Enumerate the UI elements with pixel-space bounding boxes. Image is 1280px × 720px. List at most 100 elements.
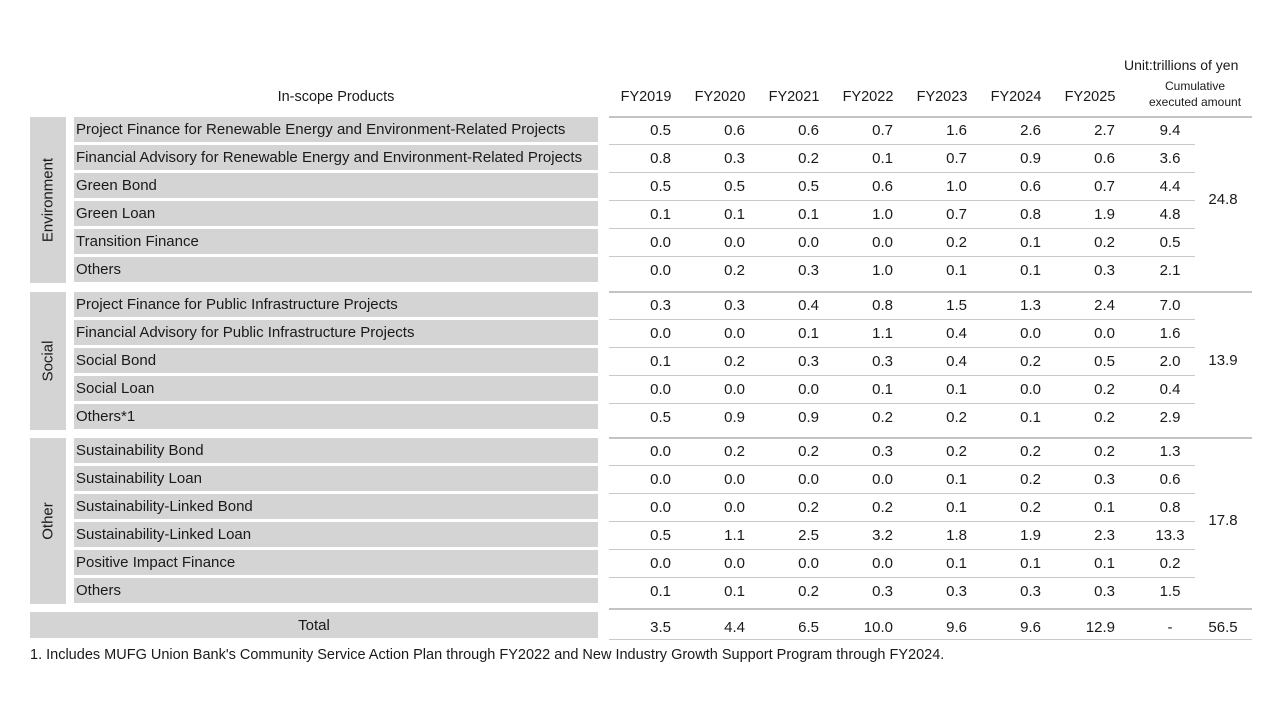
total-value-cell: 4.4	[724, 619, 745, 636]
row-divider	[609, 465, 1195, 466]
value-cell: 1.0	[872, 262, 893, 279]
value-cell: 0.0	[872, 555, 893, 572]
product-cell: Sustainability-Linked Loan	[74, 522, 598, 547]
total-border	[609, 608, 1252, 610]
product-cell: Green Bond	[74, 173, 598, 198]
cumulative-cell: 9.4	[1159, 122, 1181, 139]
value-cell: 0.5	[650, 409, 671, 426]
total-value-cell: 6.5	[798, 619, 819, 636]
product-cell: Positive Impact Finance	[74, 550, 598, 575]
cumulative-cell: 13.3	[1155, 527, 1185, 544]
row-divider	[609, 403, 1195, 404]
product-cell: Green Loan	[74, 201, 598, 226]
group-label: Social	[39, 340, 57, 382]
value-cell: 0.8	[650, 150, 671, 167]
total-cumulative-cell: -	[1167, 619, 1173, 636]
cumulative-cell: 0.6	[1159, 471, 1181, 488]
total-value-cell: 3.5	[650, 619, 671, 636]
group-label-box: Other	[30, 438, 66, 604]
value-cell: 0.2	[1094, 443, 1115, 460]
value-cell: 0.2	[1094, 381, 1115, 398]
value-cell: 0.1	[946, 262, 967, 279]
value-cell: 0.2	[798, 443, 819, 460]
value-cell: 0.2	[798, 150, 819, 167]
row-divider	[609, 347, 1195, 348]
value-cell: 0.5	[798, 178, 819, 195]
cumulative-cell: 1.5	[1159, 583, 1181, 600]
value-cell: 1.1	[724, 527, 745, 544]
value-cell: 0.6	[798, 122, 819, 139]
row-divider	[609, 549, 1195, 550]
row-divider	[609, 256, 1195, 257]
value-cell: 0.3	[1094, 471, 1115, 488]
value-cell: 0.0	[724, 555, 745, 572]
row-divider	[609, 144, 1195, 145]
header-year: FY2025	[1064, 89, 1116, 105]
cumulative-cell: 2.0	[1159, 353, 1181, 370]
value-cell: 0.7	[946, 206, 967, 223]
value-cell: 0.1	[724, 583, 745, 600]
value-cell: 0.5	[650, 122, 671, 139]
group-border	[609, 116, 1252, 118]
value-cell: 0.1	[872, 381, 893, 398]
product-cell: Others*1	[74, 404, 598, 429]
value-cell: 0.0	[798, 555, 819, 572]
cumulative-cell: 2.9	[1159, 409, 1181, 426]
value-cell: 1.3	[1020, 297, 1041, 314]
total-value-cell: 9.6	[1020, 619, 1041, 636]
value-cell: 0.4	[798, 297, 819, 314]
value-cell: 1.5	[946, 297, 967, 314]
cumulative-cell: 2.1	[1159, 262, 1181, 279]
product-cell: Social Bond	[74, 348, 598, 373]
value-cell: 0.0	[1020, 325, 1041, 342]
value-cell: 0.5	[724, 178, 745, 195]
value-cell: 1.9	[1020, 527, 1041, 544]
value-cell: 0.1	[946, 555, 967, 572]
product-cell: Sustainability-Linked Bond	[74, 494, 598, 519]
product-cell: Financial Advisory for Renewable Energy …	[74, 145, 598, 170]
value-cell: 0.0	[724, 325, 745, 342]
value-cell: 2.5	[798, 527, 819, 544]
value-cell: 0.0	[650, 234, 671, 251]
cumulative-cell: 1.3	[1159, 443, 1181, 460]
value-cell: 0.1	[1020, 234, 1041, 251]
total-value-cell: 9.6	[946, 619, 967, 636]
value-cell: 0.0	[650, 381, 671, 398]
product-cell: Transition Finance	[74, 229, 598, 254]
value-cell: 0.3	[724, 150, 745, 167]
cumulative-cell: 4.4	[1159, 178, 1181, 195]
value-cell: 0.0	[650, 443, 671, 460]
total-value-cell: 10.0	[863, 619, 893, 636]
value-cell: 1.8	[946, 527, 967, 544]
value-cell: 0.3	[872, 583, 893, 600]
value-cell: 1.0	[872, 206, 893, 223]
value-cell: 0.0	[724, 499, 745, 516]
value-cell: 0.2	[1020, 353, 1041, 370]
group-total: 17.8	[1208, 512, 1238, 529]
row-divider	[609, 375, 1195, 376]
value-cell: 0.0	[650, 262, 671, 279]
product-cell: Project Finance for Renewable Energy and…	[74, 117, 598, 142]
value-cell: 0.3	[1094, 583, 1115, 600]
product-cell: Sustainability Loan	[74, 466, 598, 491]
cumulative-cell: 0.4	[1159, 381, 1181, 398]
header-year: FY2020	[694, 89, 746, 105]
value-cell: 0.0	[724, 471, 745, 488]
value-cell: 0.1	[946, 499, 967, 516]
value-cell: 0.0	[650, 499, 671, 516]
value-cell: 0.1	[1020, 262, 1041, 279]
value-cell: 0.1	[650, 206, 671, 223]
value-cell: 0.6	[872, 178, 893, 195]
row-divider	[609, 172, 1195, 173]
value-cell: 0.2	[946, 409, 967, 426]
header-cumulative-line2: executed amount	[1148, 95, 1242, 109]
value-cell: 0.3	[872, 443, 893, 460]
value-cell: 2.6	[1020, 122, 1041, 139]
cumulative-cell: 1.6	[1159, 325, 1181, 342]
product-cell: Social Loan	[74, 376, 598, 401]
value-cell: 0.1	[1020, 555, 1041, 572]
cumulative-cell: 0.2	[1159, 555, 1181, 572]
value-cell: 0.8	[872, 297, 893, 314]
value-cell: 0.1	[724, 206, 745, 223]
row-divider	[609, 521, 1195, 522]
